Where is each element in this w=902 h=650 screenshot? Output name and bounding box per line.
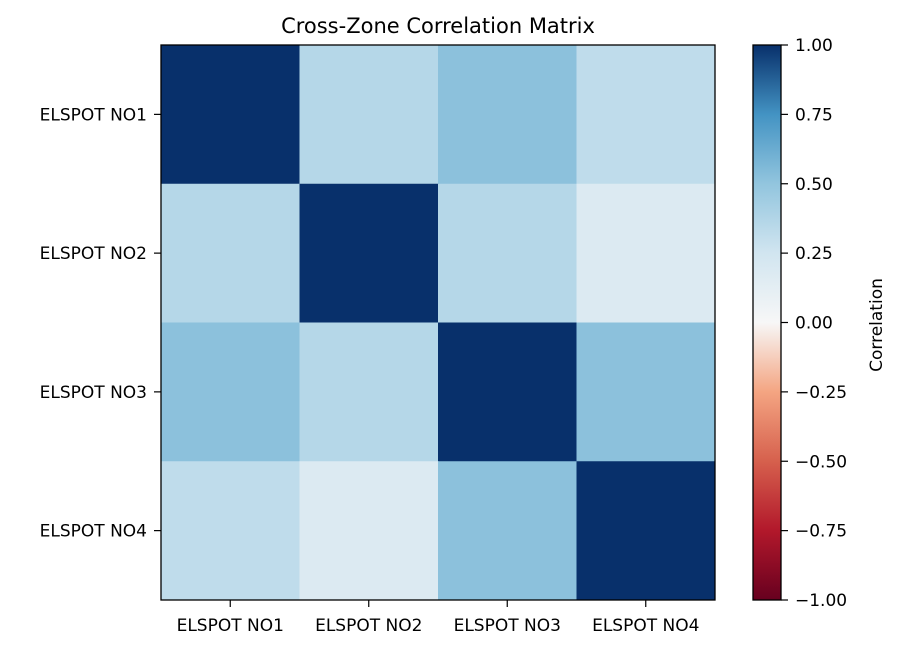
colorbar-ticks: 1.00 0.75 0.50 0.25 0.00 −0.25 −0.50 −0.75 −1.00: [781, 36, 847, 611]
colorbar-tick-label: 0.00: [795, 314, 833, 334]
heatmap-cell: [576, 45, 716, 185]
colorbar-tick-label: −0.75: [795, 522, 847, 542]
y-tick-label: ELSPOT NO2: [40, 244, 147, 264]
x-axis: ELSPOT NO1 ELSPOT NO2 ELSPOT NO3 ELSPOT NO4: [177, 600, 699, 636]
y-tick-label: ELSPOT NO3: [40, 383, 147, 403]
colorbar-tick-label: −0.25: [795, 383, 847, 403]
heatmap-cell: [576, 322, 716, 462]
heatmap-cell: [161, 183, 300, 323]
y-tick-label: ELSPOT NO1: [40, 105, 147, 125]
colorbar: [752, 44, 782, 601]
heatmap-cell: [438, 322, 577, 462]
colorbar-tick-label: 0.50: [795, 175, 833, 195]
heatmap-cell: [161, 461, 300, 601]
x-tick-label: ELSPOT NO4: [592, 616, 699, 636]
x-tick-label: ELSPOT NO1: [177, 616, 284, 636]
heatmap-cell: [438, 45, 577, 185]
heatmap-cell: [299, 322, 439, 462]
colorbar-label: Correlation: [867, 278, 887, 372]
x-tick-label: ELSPOT NO3: [454, 616, 561, 636]
heatmap-cell: [576, 183, 716, 323]
heatmap-cell: [299, 461, 439, 601]
heatmap-cells: [161, 45, 716, 601]
plot-frame: [160, 44, 716, 601]
heatmap-cell: [438, 183, 577, 323]
colorbar-tick-label: −0.50: [795, 452, 847, 472]
x-tick-label: ELSPOT NO2: [315, 616, 422, 636]
colorbar-tick-label: 1.00: [795, 36, 833, 56]
chart-title: Cross-Zone Correlation Matrix: [281, 14, 595, 38]
colorbar-tick-label: 0.75: [795, 105, 833, 125]
heatmap-cell: [161, 322, 300, 462]
heatmap-cell: [161, 45, 300, 185]
heatmap-cell: [576, 461, 716, 601]
heatmap-cell: [299, 183, 439, 323]
heatmap-cell: [438, 461, 577, 601]
colorbar-tick-label: −1.00: [795, 591, 847, 611]
y-tick-label: ELSPOT NO4: [40, 522, 147, 542]
y-axis: ELSPOT NO1 ELSPOT NO2 ELSPOT NO3 ELSPOT NO4: [40, 105, 161, 542]
colorbar-tick-label: 0.25: [795, 244, 833, 264]
heatmap-cell: [299, 45, 439, 185]
